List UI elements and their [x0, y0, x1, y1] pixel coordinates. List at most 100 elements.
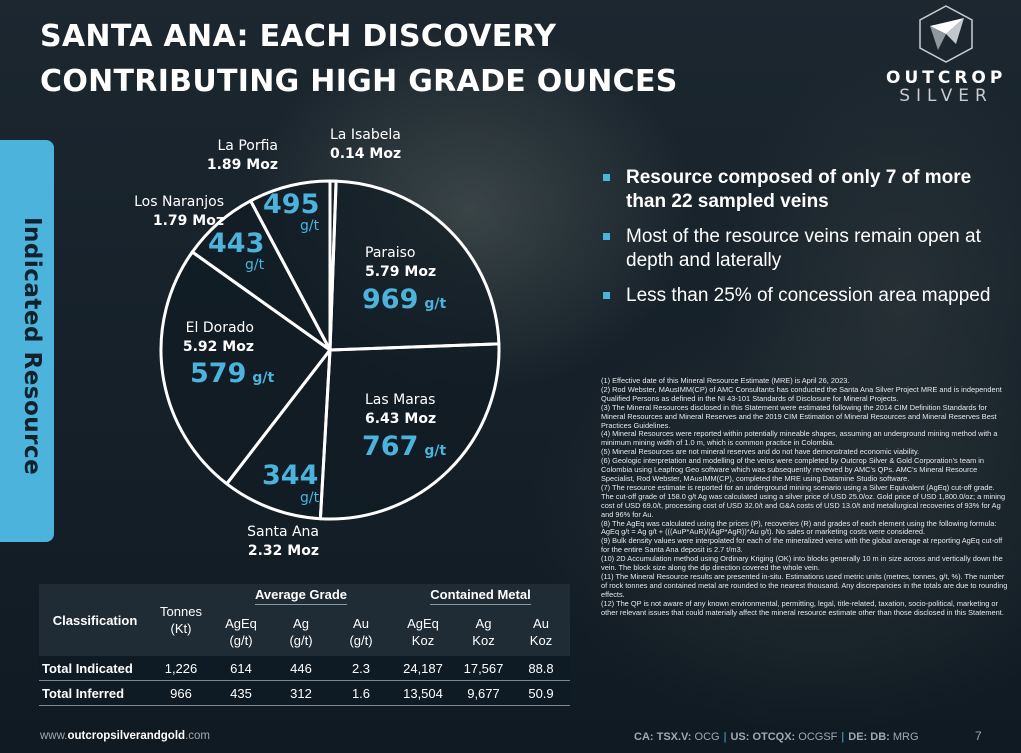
ticker-label: CA: TSX.V: [634, 731, 692, 743]
header-column-label: AgEq [225, 616, 257, 631]
bullet-square-icon [603, 233, 610, 240]
pie-slice-ounces: 0.14 Moz [330, 146, 401, 162]
pie-slice-grade-unit: g/t [300, 218, 320, 234]
header-column: AgEq Koz [391, 608, 455, 656]
header-column-unit: (g/t) [349, 633, 373, 648]
pie-slice-ounces: 2.32 Moz [248, 543, 319, 559]
pie-slice-label: Los Naranjos [134, 194, 224, 210]
header-column-unit: (g/t) [229, 633, 253, 648]
website-suffix: .com [185, 730, 210, 742]
resource-pie-chart: La Isabela 0.14 Moz Paraiso 5.79 Moz 969 g/t L… [134, 127, 501, 559]
footnote: (7) The resource estimate is reported fo… [601, 482, 1006, 519]
ticker-label: DE: DB: [848, 731, 890, 743]
header-column-label: Ag [475, 616, 492, 631]
header-column-label: Au [533, 616, 549, 631]
header-column: Au (g/t) [331, 608, 391, 656]
row-label: Total Inferred [39, 680, 151, 706]
ticker-separator: | [723, 731, 727, 743]
resource-table: Classification Tonnes (Kt) Average Grade… [39, 584, 570, 706]
footnote: (3) The Mineral Resources disclosed in t… [601, 402, 997, 430]
side-tab [0, 140, 54, 542]
key-point: Resource composed of only 7 of more than… [600, 166, 1000, 214]
header-column-label: Au [353, 616, 369, 631]
table-cell: 13,504 [391, 680, 455, 706]
pie-slice-grade-unit: g/t [252, 370, 274, 386]
footnote: (12) The QP is not aware of any known en… [601, 598, 1004, 617]
pie-slice-ounces: 5.92 Moz [183, 339, 254, 355]
website-prefix: www. [40, 730, 68, 742]
pie-slice [249, 179, 332, 352]
table-cell: 50.9 [512, 680, 570, 706]
header-average-grade: Average Grade [211, 584, 391, 608]
table-cell: 1.6 [331, 680, 391, 706]
header-average-grade-label: Average Grade [254, 587, 347, 605]
table-cell: 17,567 [455, 656, 512, 681]
header-column: Ag Koz [455, 608, 512, 656]
pie-slice [318, 342, 501, 521]
footnote: (4) Mineral Resources were reported with… [601, 429, 998, 448]
pie-slice-grade-unit: g/t [424, 443, 446, 459]
pie-slice-ounces: 5.79 Moz [365, 264, 436, 280]
side-tab-label: Indicated Resource [19, 216, 45, 476]
ticker-value: OCG [694, 731, 720, 743]
pie-slice-grade: 495 [263, 189, 319, 220]
website-domain: outcropsilverandgold [67, 730, 186, 742]
website-link[interactable]: www.outcropsilverandgold.com [40, 730, 210, 742]
pie-slice-grade-unit: g/t [424, 296, 446, 312]
pie-slice [225, 348, 332, 521]
table-cell: 1,226 [151, 656, 211, 681]
header-column-unit: Koz [529, 633, 553, 648]
header-column: Au Koz [512, 608, 570, 656]
ticker-separator: | [841, 731, 845, 743]
footnote: (9) Bulk density values were interpolate… [601, 536, 1003, 555]
pie-slice-grade: 344 [262, 460, 318, 491]
key-point: Most of the resource veins remain open a… [600, 225, 1000, 273]
table-cell: 24,187 [391, 656, 455, 681]
bullet-square-icon [603, 292, 610, 299]
header-contained-metal-label: Contained Metal [430, 587, 531, 605]
table-cell: 9,677 [455, 680, 512, 706]
table-cell: 614 [211, 656, 271, 681]
key-points-list: Resource composed of only 7 of more than… [600, 166, 1000, 319]
header-column-unit: Koz [472, 633, 495, 648]
pie-slice-grade: 443 [208, 228, 264, 259]
pie-slice-grade-unit: g/t [300, 490, 320, 506]
footnote: (5) Mineral Resources are not mineral re… [601, 447, 920, 457]
header-tonnes-unit: (Kt) [170, 621, 192, 636]
header-column-label: Ag [293, 616, 309, 631]
table-cell: 312 [271, 680, 331, 706]
page-title: SANTA ANA: EACH DISCOVERY CONTRIBUTING H… [40, 14, 740, 104]
logo-text-silver: SILVER [899, 86, 993, 106]
header-contained-metal: Contained Metal [391, 584, 570, 608]
key-point-text: Less than 25% of concession area mapped [626, 285, 991, 306]
ticker-value: MRG [892, 731, 919, 743]
pie-slice-ounces: 1.89 Moz [207, 157, 278, 173]
ticker-value: OCGSF [798, 731, 838, 743]
table-row: Total Indicated 1,226 614 446 2.3 24,187… [39, 656, 570, 681]
row-label: Total Indicated [39, 656, 151, 681]
header-column: Ag (g/t) [271, 608, 331, 656]
pie-slice-ounces: 1.79 Moz [153, 213, 224, 229]
header-column-unit: (g/t) [289, 633, 313, 648]
table-cell: 966 [151, 680, 211, 706]
table-row: Total Inferred 966 435 312 1.6 13,504 9,… [39, 680, 570, 706]
bullet-square-icon [603, 174, 610, 181]
pie-slice-grade-unit: g/t [245, 257, 265, 273]
header-column-unit: Koz [411, 633, 435, 648]
header-column: AgEq (g/t) [211, 608, 271, 656]
pie-slice-label: El Dorado [186, 320, 254, 336]
footnote: (2) Rod Webster, MAusIMM(CP) of AMC Cons… [601, 384, 1002, 403]
outcrop-logo-icon [919, 5, 973, 63]
footnote: (8) The AgEq was calculated using the pr… [601, 518, 997, 537]
footnotes: (1) Effective date of this Mineral Resou… [601, 376, 1009, 617]
stock-tickers: CA: TSX.V: OCG | US: OTCQX: OCGSF | DE: DB: … [634, 731, 919, 743]
key-point: Less than 25% of concession area mapped [600, 284, 1000, 308]
table-cell: 435 [211, 680, 271, 706]
pie-slice-label: La Isabela [330, 127, 401, 143]
header-classification: Classification [39, 584, 151, 656]
table-cell: 2.3 [331, 656, 391, 681]
key-point-text: Resource composed of only 7 of more than… [626, 167, 972, 212]
pie-slice-label: Paraiso [365, 245, 415, 261]
footnote: (10) 2D Accumulation method using Ordina… [601, 554, 1003, 573]
footnote: (1) Effective date of this Mineral Resou… [601, 376, 850, 385]
